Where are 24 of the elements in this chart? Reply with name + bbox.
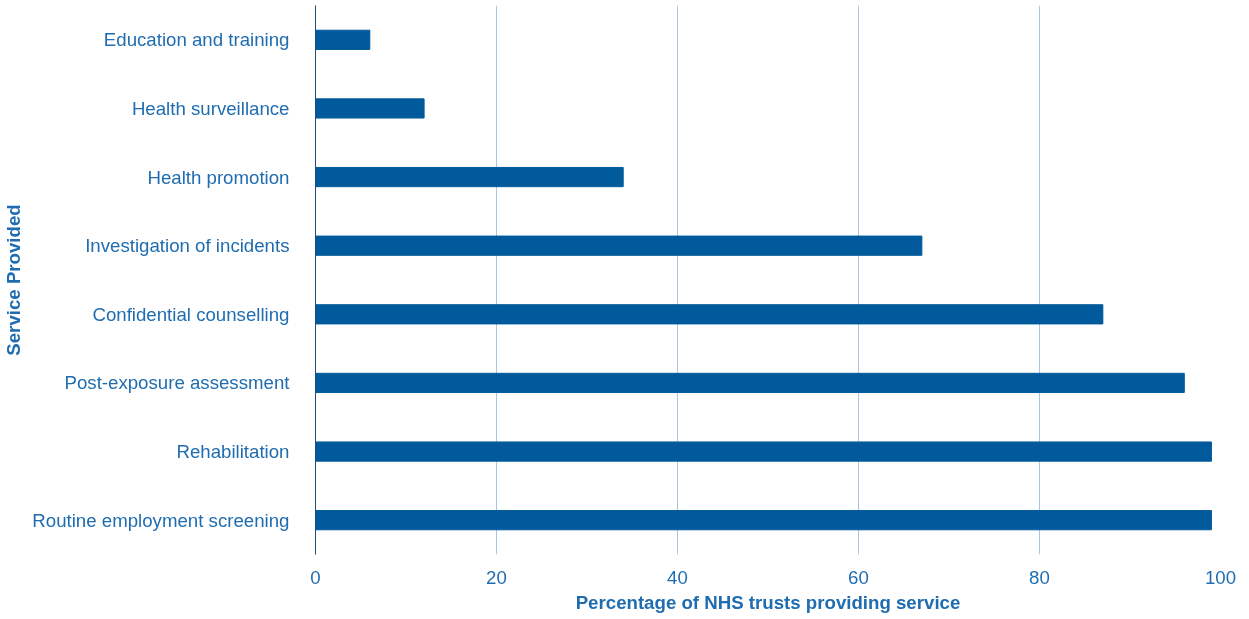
x-tick-label: 20 bbox=[486, 566, 507, 588]
y-tick-label: Health promotion bbox=[147, 166, 290, 188]
bar bbox=[315, 29, 371, 50]
y-axis-title: Service Provided bbox=[3, 204, 25, 356]
x-tick-label: 0 bbox=[310, 566, 321, 588]
bar bbox=[315, 166, 624, 188]
y-tick-label: Routine employment screening bbox=[32, 509, 290, 531]
y-tick-label: Post-exposure assessment bbox=[64, 372, 291, 394]
bar bbox=[315, 304, 1104, 325]
bar bbox=[315, 98, 425, 119]
x-tick-label: 80 bbox=[1029, 566, 1050, 588]
bar bbox=[315, 235, 923, 256]
x-tick-label: 100 bbox=[1204, 566, 1237, 588]
y-tick-label: Health surveillance bbox=[131, 97, 290, 119]
x-tick-label: 40 bbox=[667, 566, 688, 588]
x-tick-label: 60 bbox=[848, 566, 869, 588]
bar bbox=[315, 441, 1212, 462]
bar bbox=[315, 510, 1212, 531]
y-tick-label: Confidential counselling bbox=[92, 303, 290, 325]
bar bbox=[315, 372, 1185, 394]
y-tick-label: Education and training bbox=[103, 29, 290, 51]
x-axis-title: Percentage of NHS trusts providing service bbox=[575, 591, 961, 613]
y-tick-label: Rehabilitation bbox=[176, 441, 290, 463]
y-tick-label: Investigation of incidents bbox=[85, 235, 290, 257]
